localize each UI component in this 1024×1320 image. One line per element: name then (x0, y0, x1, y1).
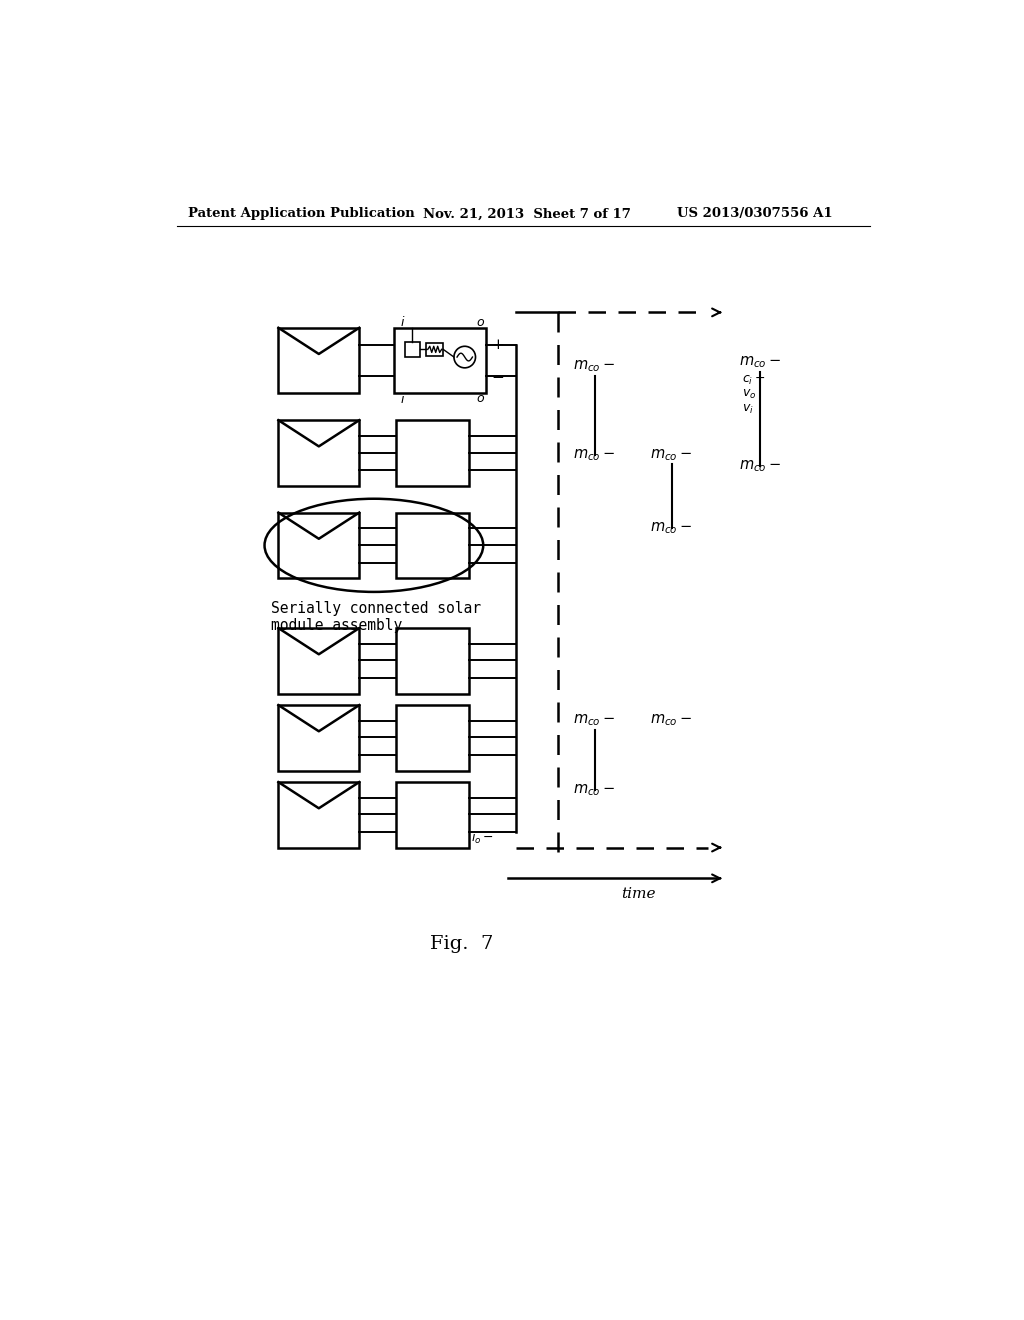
Bar (279, 512, 359, 578)
Bar (279, 420, 359, 486)
Text: Patent Application Publication: Patent Application Publication (188, 207, 415, 220)
Bar (394, 327, 486, 393)
Bar (279, 327, 359, 393)
Bar (396, 420, 469, 486)
Text: US 2013/0307556 A1: US 2013/0307556 A1 (677, 207, 833, 220)
Text: $m_{co}-$: $m_{co}-$ (573, 359, 615, 374)
Bar (279, 781, 359, 847)
Text: Nov. 21, 2013  Sheet 7 of 17: Nov. 21, 2013 Sheet 7 of 17 (423, 207, 631, 220)
Text: $m_{co}-$: $m_{co}-$ (650, 447, 692, 463)
Text: $i_o-$: $i_o-$ (471, 829, 494, 846)
Bar (396, 512, 469, 578)
Bar (279, 628, 359, 693)
Text: $m_{co}-$: $m_{co}-$ (739, 355, 781, 371)
Text: time: time (622, 887, 656, 900)
Text: $m_{co}-$: $m_{co}-$ (650, 713, 692, 729)
Text: $m_{co}-$: $m_{co}-$ (573, 447, 615, 463)
Bar (396, 628, 469, 693)
Text: $i$: $i$ (400, 392, 406, 405)
Bar (426, 343, 443, 355)
Text: $v_i$: $v_i$ (742, 403, 754, 416)
Text: $m_{co}-$: $m_{co}-$ (650, 520, 692, 536)
Text: $m_{co}-$: $m_{co}-$ (573, 713, 615, 729)
Text: $i$: $i$ (400, 315, 406, 330)
Bar (279, 705, 359, 771)
Text: $v_o$: $v_o$ (742, 388, 757, 401)
Text: $o$: $o$ (475, 315, 484, 329)
Text: module assembly: module assembly (270, 618, 402, 634)
Text: $m_{co}-$: $m_{co}-$ (573, 781, 615, 797)
Text: Fig.  7: Fig. 7 (430, 935, 494, 953)
Text: $o$: $o$ (475, 392, 484, 405)
Text: $c_i-$: $c_i-$ (742, 374, 765, 387)
Text: $m_{co}-$: $m_{co}-$ (739, 458, 781, 474)
Text: +: + (490, 338, 504, 351)
Text: $-$: $-$ (490, 368, 504, 383)
Bar (396, 705, 469, 771)
Text: Serially connected solar: Serially connected solar (270, 601, 480, 616)
Bar (404, 342, 420, 358)
Bar (396, 781, 469, 847)
